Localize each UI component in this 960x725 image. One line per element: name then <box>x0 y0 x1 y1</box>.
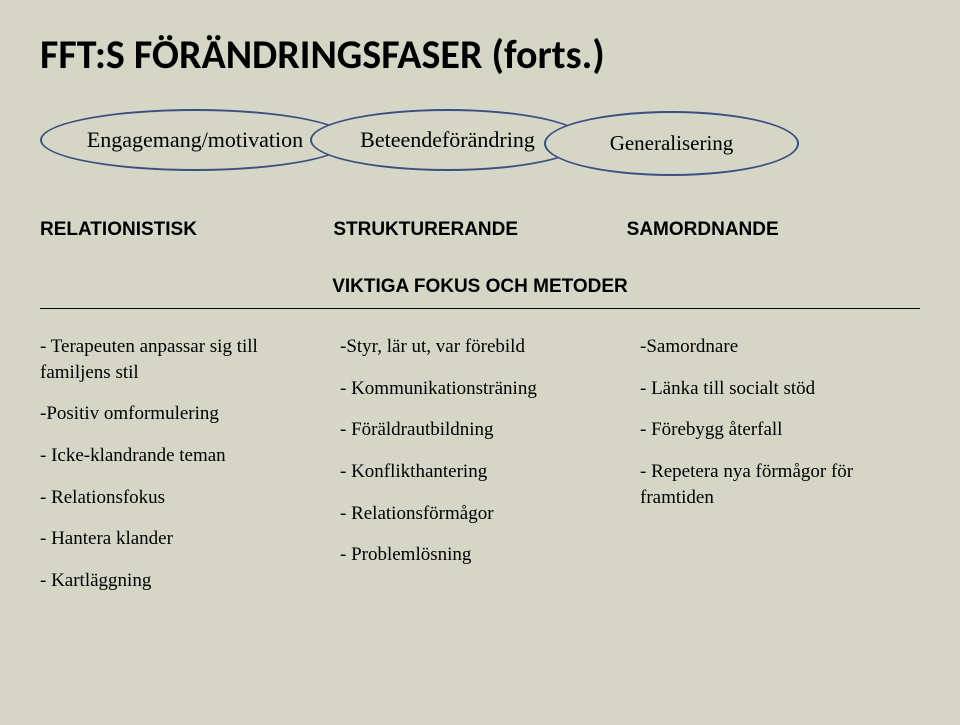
column-0: - Terapeuten anpassar sig till familjens… <box>40 334 320 609</box>
column-item: -Samordnare <box>640 334 920 360</box>
column-item: - Hantera klander <box>40 526 320 552</box>
column-item: - Konflikthantering <box>340 459 620 485</box>
column-item: - Länka till socialt stöd <box>640 376 920 402</box>
column-item: - Terapeuten anpassar sig till familjens… <box>40 334 320 385</box>
column-header-0: RELATIONISTISK <box>40 219 333 241</box>
column-item: - Kommunikationsträning <box>340 376 620 402</box>
column-headers: RELATIONISTISKSTRUKTURERANDESAMORDNANDE <box>40 219 920 241</box>
column-2: -Samordnare - Länka till socialt stöd - Fö… <box>640 334 920 609</box>
phase-ovals: Engagemang/motivationBeteendeförändringG… <box>40 99 920 189</box>
phase-oval-0: Engagemang/motivation <box>40 109 350 171</box>
column-item: - Relationsförmågor <box>340 501 620 527</box>
column-item: - Repetera nya förmågor för framtiden <box>640 459 920 510</box>
column-header-1: STRUKTURERANDE <box>333 219 626 241</box>
phase-oval-2: Generalisering <box>544 111 799 176</box>
column-1: -Styr, lär ut, var förebild - Kommunikati… <box>340 334 620 609</box>
column-item: -Styr, lär ut, var förebild <box>340 334 620 360</box>
column-item: - Föräldrautbildning <box>340 417 620 443</box>
column-item: - Icke-klandrande teman <box>40 443 320 469</box>
column-item: - Problemlösning <box>340 542 620 568</box>
column-item: - Förebygg återfall <box>640 417 920 443</box>
content-columns: - Terapeuten anpassar sig till familjens… <box>40 334 920 609</box>
column-item: - Kartläggning <box>40 568 320 594</box>
column-item: - Relationsfokus <box>40 485 320 511</box>
section-subtitle: VIKTIGA FOKUS OCH METODER <box>40 276 920 298</box>
divider <box>40 308 920 309</box>
column-item: -Positiv omformulering <box>40 401 320 427</box>
column-header-2: SAMORDNANDE <box>627 219 920 241</box>
page-title: FFT:S FÖRÄNDRINGSFASER (forts.) <box>40 30 920 79</box>
